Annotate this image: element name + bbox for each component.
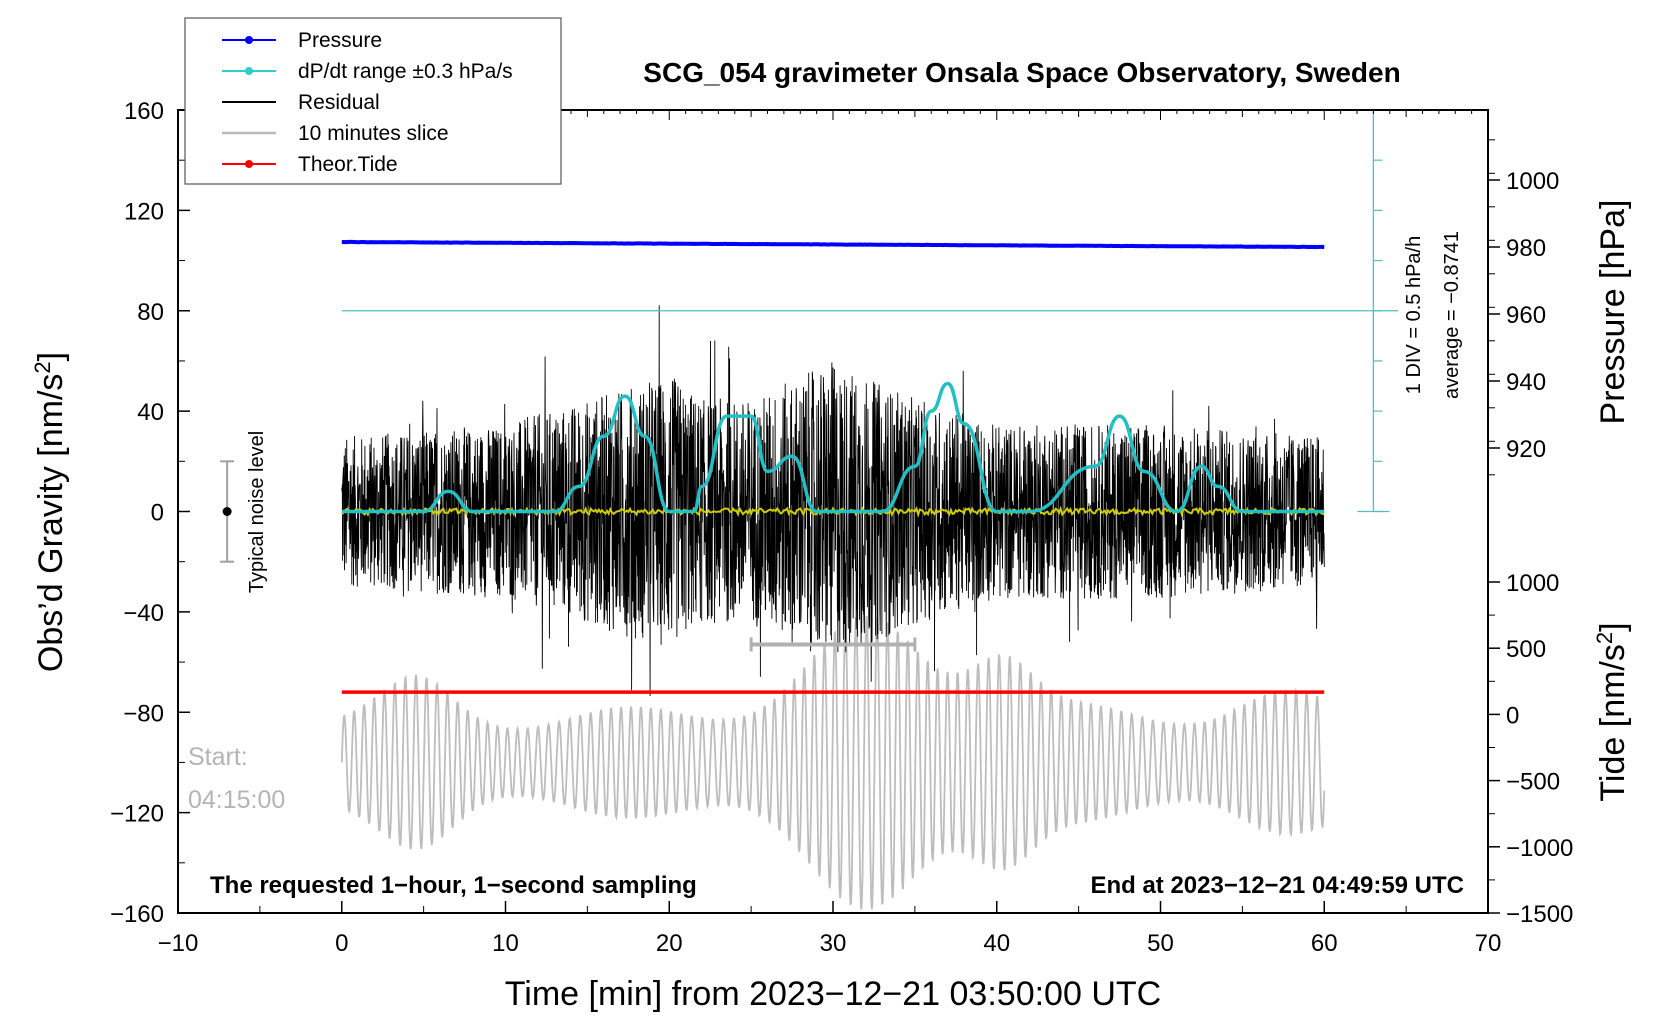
tide-title-main: Tide [nm/s [1594,644,1632,801]
div-scale-axis [1357,109,1390,513]
tide-title-end: ] [1594,622,1632,631]
chart-title: SCG_054 gravimeter Onsala Space Observat… [643,57,1400,88]
pressure-line [341,239,1325,250]
start-label: Start: [188,743,248,771]
legend-swatch-marker [245,67,253,75]
y-axis-right-ticks: 1000 980 960 940 920 1000 500 0 −500 −1000 −1500 [1487,110,1573,928]
tide-tick-label: 500 [1506,636,1546,663]
legend-swatch-marker [245,160,253,168]
x-axis-ticks: −10 0 10 20 30 40 50 60 70 [158,901,1502,957]
noise-center-dot [222,507,232,516]
x-tick-label: 60 [1311,930,1338,957]
pressure-tick-label: 960 [1506,302,1546,329]
pressure-tick-label: 940 [1506,369,1546,396]
x-tick-label: 0 [335,930,348,957]
y-axis-left-ticks: 160 120 80 40 0 −40 −80 −120 −160 [110,98,190,928]
slice-line [340,615,1326,910]
pressure-tick-label: 1000 [1506,168,1559,195]
tide-title-sup: 2 [1592,632,1617,644]
legend-label: Residual [298,91,380,114]
y-axis-left-title-main: Obs’d Gravity [nm/s [32,374,70,673]
residual-series [341,305,1325,697]
y-tick-label: 160 [124,98,164,125]
y-axis-left-title-sup: 2 [30,361,55,373]
y-tick-label: −80 [123,700,164,727]
note-left: The requested 1−hour, 1−second sampling [210,872,697,899]
slice-bracket [749,637,917,652]
y-tick-label: 120 [124,198,164,225]
y-axis-left-title: Obs’d Gravity [nm/s2] [30,352,71,672]
noise-level-indicator [220,460,235,563]
x-tick-label: −10 [158,930,199,957]
y-axis-right-tide-title: Tide [nm/s2] [1592,622,1633,801]
tide-tick-label: −1000 [1506,835,1573,862]
y-axis-left-title-end: ] [32,352,70,361]
dpdt-series [341,381,1325,514]
x-tick-label: 30 [820,930,847,957]
y-tick-label: 80 [137,299,164,326]
legend-label: 10 minutes slice [298,122,449,145]
legend: Pressure dP/dt range ±0.3 hPa/s Residual 10… [184,17,562,185]
x-tick-label: 70 [1475,930,1502,957]
dpdt-line [341,381,1325,514]
legend-label: dP/dt range ±0.3 hPa/s [298,60,513,83]
y-axis-right-pressure-title: Pressure [hPa] [1594,200,1632,425]
pressure-tick-label: 980 [1506,235,1546,262]
y-tick-label: 0 [151,500,164,527]
residual-line [341,305,1325,697]
noise-label: Typical noise level [246,431,268,593]
tide-tick-label: 0 [1506,702,1519,729]
x-tick-label: 40 [983,930,1010,957]
slice-series [340,615,1326,910]
mean-line [341,505,1325,518]
y-tick-label: −40 [123,600,164,627]
start-time: 04:15:00 [188,786,285,814]
pressure-series [341,239,1325,250]
y-tick-label: 40 [137,399,164,426]
x-tick-label: 20 [656,930,683,957]
legend-label: Pressure [298,29,382,52]
div-scale-label: 1 DIV = 0.5 hPa/h [1403,236,1425,394]
legend-label: Theor.Tide [298,153,398,176]
average-label: average = −0.8741 [1441,231,1463,399]
pressure-tick-label: 920 [1506,436,1546,463]
x-tick-label: 50 [1147,930,1174,957]
tide-tick-label: −500 [1506,769,1560,796]
y-tick-label: −160 [110,901,164,928]
x-axis-title: Time [min] from 2023−12−21 03:50:00 UTC [505,975,1161,1013]
note-right: End at 2023−12−21 04:49:59 UTC [1090,872,1464,899]
tide-tick-label: −1500 [1506,901,1573,928]
legend-swatch-marker [245,36,253,44]
y-tick-label: −120 [110,801,164,828]
mean-series [341,505,1325,518]
x-tick-label: 10 [492,930,519,957]
tide-tick-label: 1000 [1506,570,1559,597]
